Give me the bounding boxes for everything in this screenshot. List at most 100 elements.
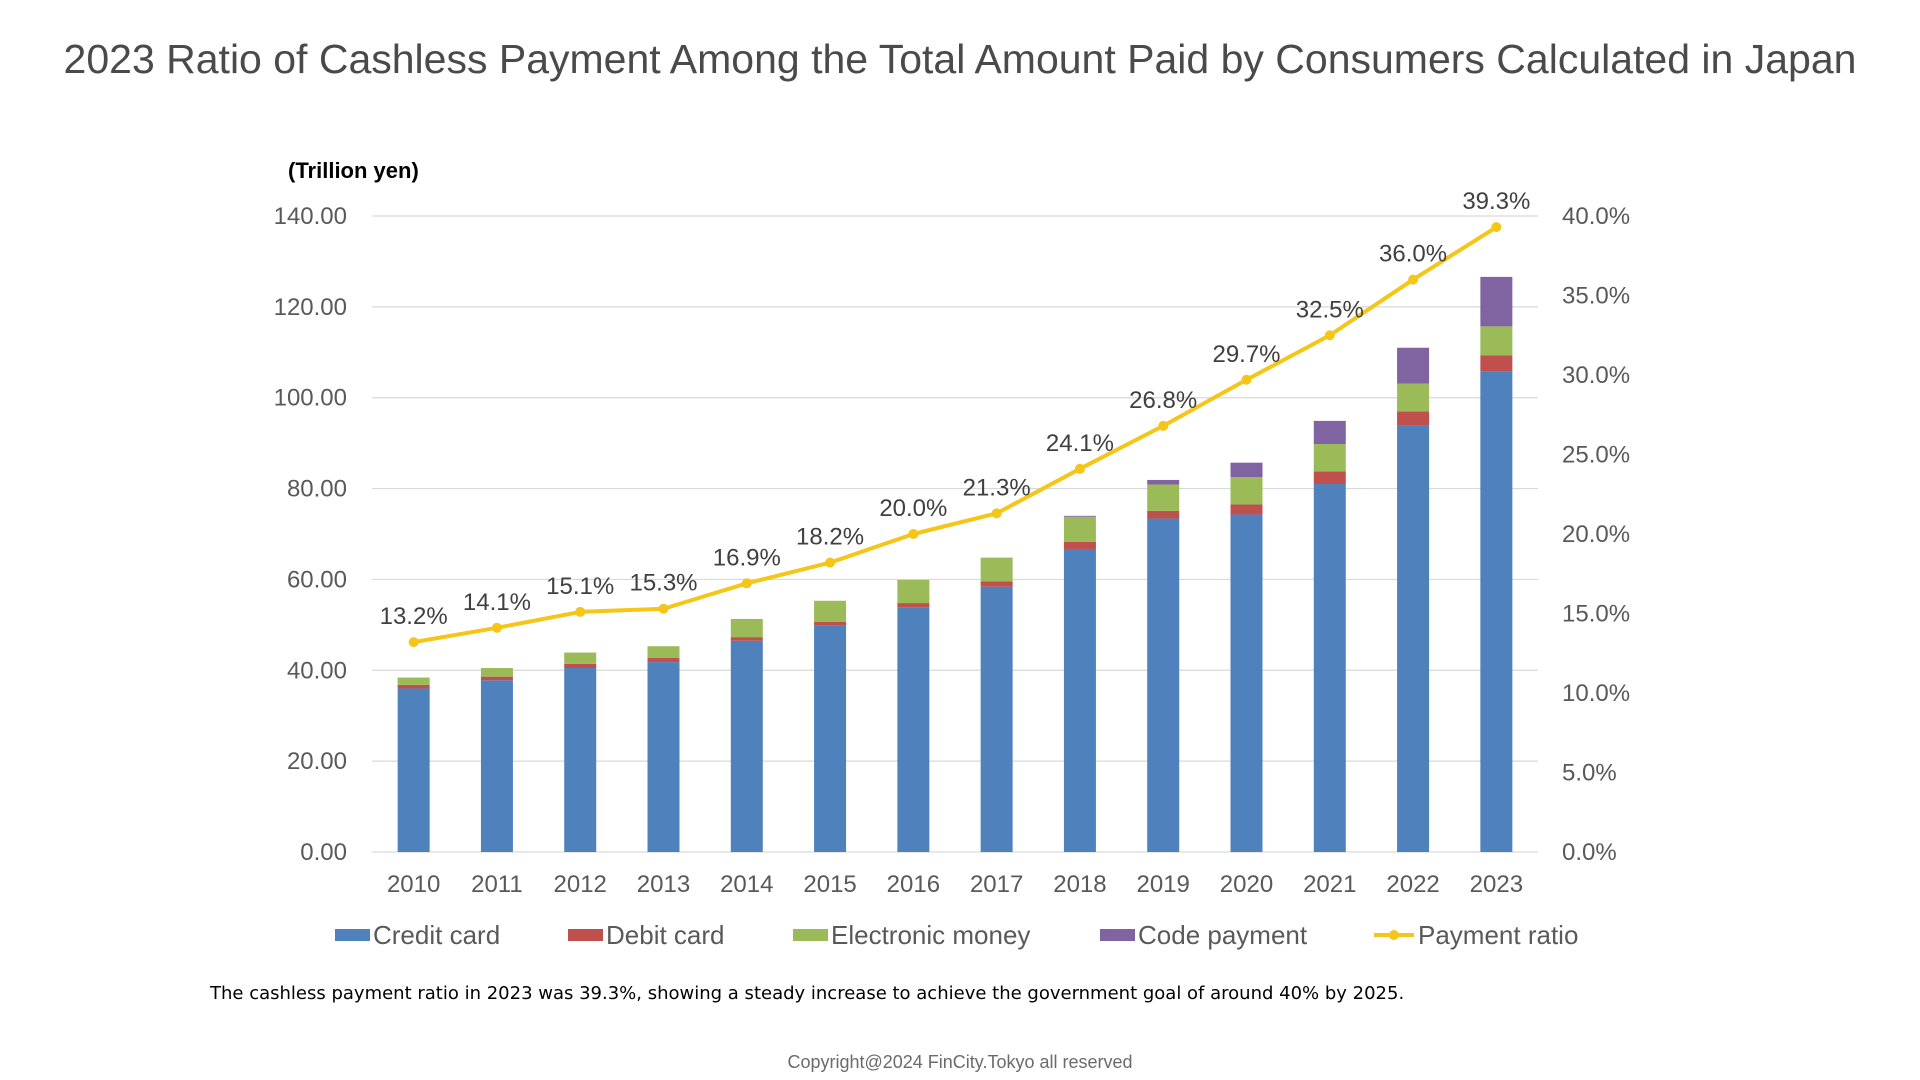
bar-segment-code-payment: [1313, 420, 1346, 445]
legend-label: Electronic money: [831, 920, 1030, 950]
bar-segment-debit-card: [564, 663, 597, 669]
payment-ratio-data-label: 15.1%: [546, 573, 614, 600]
legend-label: Credit card: [373, 920, 500, 950]
y-axis-tick-label: 120.00: [274, 294, 347, 321]
bar-segment-debit-card: [1147, 510, 1180, 519]
x-axis-tick-label: 2013: [637, 871, 690, 898]
bar-segment-electronic-money: [1230, 477, 1263, 505]
payment-ratio-marker: [1408, 274, 1419, 285]
y-axis-tick-label: 0.00: [300, 839, 347, 866]
bar-segment-electronic-money: [814, 600, 847, 622]
payment-ratio-marker: [1241, 374, 1252, 385]
legend-swatch: [793, 929, 828, 941]
x-axis-tick-label: 2014: [720, 871, 773, 898]
payment-ratio-data-label: 29.7%: [1212, 341, 1280, 368]
payment-ratio-data-label: 24.1%: [1046, 430, 1114, 457]
bar-segment-credit-card: [897, 607, 930, 852]
bar-segment-electronic-money: [480, 668, 513, 677]
legend-swatch: [568, 929, 603, 941]
y2-axis-tick-label: 5.0%: [1562, 760, 1617, 787]
payment-ratio-marker: [991, 508, 1002, 519]
y2-axis-tick-label: 30.0%: [1562, 362, 1630, 389]
y2-axis-tick-label: 20.0%: [1562, 521, 1630, 548]
payment-ratio-marker: [825, 557, 836, 568]
x-axis-tick-label: 2022: [1386, 871, 1439, 898]
legend-swatch: [1100, 929, 1135, 941]
payment-ratio-marker: [1158, 420, 1169, 431]
payment-ratio-marker: [741, 578, 752, 589]
payment-ratio-data-label: 32.5%: [1296, 296, 1364, 323]
x-axis-tick-label: 2012: [554, 871, 607, 898]
bar-segment-electronic-money: [1063, 516, 1096, 542]
bar-segment-debit-card: [980, 581, 1013, 587]
x-axis-tick-label: 2018: [1053, 871, 1106, 898]
bar-segment-credit-card: [1230, 514, 1263, 852]
payment-ratio-data-label: 36.0%: [1379, 241, 1447, 268]
x-axis-tick-label: 2021: [1303, 871, 1356, 898]
y-axis-tick-label: 140.00: [274, 203, 347, 230]
payment-ratio-marker: [908, 529, 919, 539]
page-title: 2023 Ratio of Cashless Payment Among the…: [63, 36, 1857, 82]
x-axis-tick-label: 2016: [887, 871, 940, 898]
payment-ratio-data-label: 39.3%: [1462, 188, 1530, 215]
bar-segment-debit-card: [814, 621, 847, 626]
x-axis-tick-label: 2010: [387, 871, 440, 898]
bar-segment-electronic-money: [564, 652, 597, 664]
y2-axis-tick-label: 40.0%: [1562, 203, 1630, 230]
bar-segment-debit-card: [1063, 541, 1096, 549]
x-axis-tick-label: 2017: [970, 871, 1023, 898]
legend-swatch-marker: [1389, 930, 1399, 940]
payment-ratio-data-label: 26.8%: [1129, 387, 1197, 414]
bar-segment-debit-card: [1397, 411, 1430, 426]
x-axis-tick-label: 2020: [1220, 871, 1273, 898]
legend-label: Code payment: [1138, 920, 1308, 950]
y-axis-tick-label: 100.00: [274, 385, 347, 412]
payment-ratio-data-label: 20.0%: [879, 495, 947, 522]
bar-segment-code-payment: [1480, 276, 1513, 327]
bar-segment-debit-card: [1480, 355, 1513, 372]
payment-ratio-data-label: 18.2%: [796, 524, 864, 551]
bar-segment-electronic-money: [1313, 444, 1346, 472]
bar-segment-code-payment: [1063, 515, 1096, 517]
payment-ratio-marker: [491, 622, 502, 633]
bar-segment-credit-card: [564, 668, 597, 852]
bar-segment-credit-card: [1147, 518, 1180, 852]
bar-segment-credit-card: [730, 640, 763, 852]
payment-ratio-data-label: 16.9%: [713, 544, 781, 571]
x-axis-tick-label: 2019: [1137, 871, 1190, 898]
y2-axis-tick-label: 0.0%: [1562, 839, 1617, 866]
y-axis-tick-label: 40.00: [287, 657, 347, 684]
x-axis-tick-label: 2023: [1470, 871, 1523, 898]
bar-segment-debit-card: [480, 676, 513, 681]
bar-segment-credit-card: [814, 625, 847, 852]
chart-caption: The cashless payment ratio in 2023 was 3…: [210, 983, 1405, 1004]
y-axis-tick-label: 20.00: [287, 748, 347, 775]
bar-segment-credit-card: [1480, 371, 1513, 852]
payment-ratio-marker: [408, 637, 419, 648]
x-axis-tick-label: 2015: [803, 871, 856, 898]
y2-axis-tick-label: 25.0%: [1562, 442, 1630, 469]
bar-segment-debit-card: [897, 603, 930, 608]
x-axis-tick-label: 2011: [471, 871, 523, 898]
bar-segment-debit-card: [1230, 504, 1263, 515]
bar-segment-debit-card: [647, 658, 680, 663]
bar-segment-electronic-money: [1397, 383, 1430, 412]
payment-ratio-marker: [1491, 222, 1502, 233]
bar-segment-electronic-money: [980, 557, 1013, 582]
payment-ratio-data-label: 13.2%: [380, 603, 448, 630]
bar-segment-debit-card: [397, 684, 430, 689]
bar-segment-electronic-money: [647, 646, 680, 659]
bar-segment-credit-card: [1313, 484, 1346, 852]
bar-segment-credit-card: [1063, 548, 1096, 852]
bar-segment-credit-card: [397, 688, 430, 852]
payment-ratio-line: [413, 225, 1498, 645]
bar-segment-credit-card: [480, 680, 513, 852]
payment-ratio-marker: [575, 606, 586, 617]
bar-segment-code-payment: [1147, 479, 1180, 485]
bar-segment-electronic-money: [1480, 326, 1513, 356]
legend-label: Payment ratio: [1418, 920, 1578, 950]
bar-segment-electronic-money: [897, 579, 930, 604]
bar-segment-electronic-money: [730, 618, 763, 638]
payment-ratio-data-label: 15.3%: [629, 570, 697, 597]
bar-segment-debit-card: [730, 637, 763, 641]
